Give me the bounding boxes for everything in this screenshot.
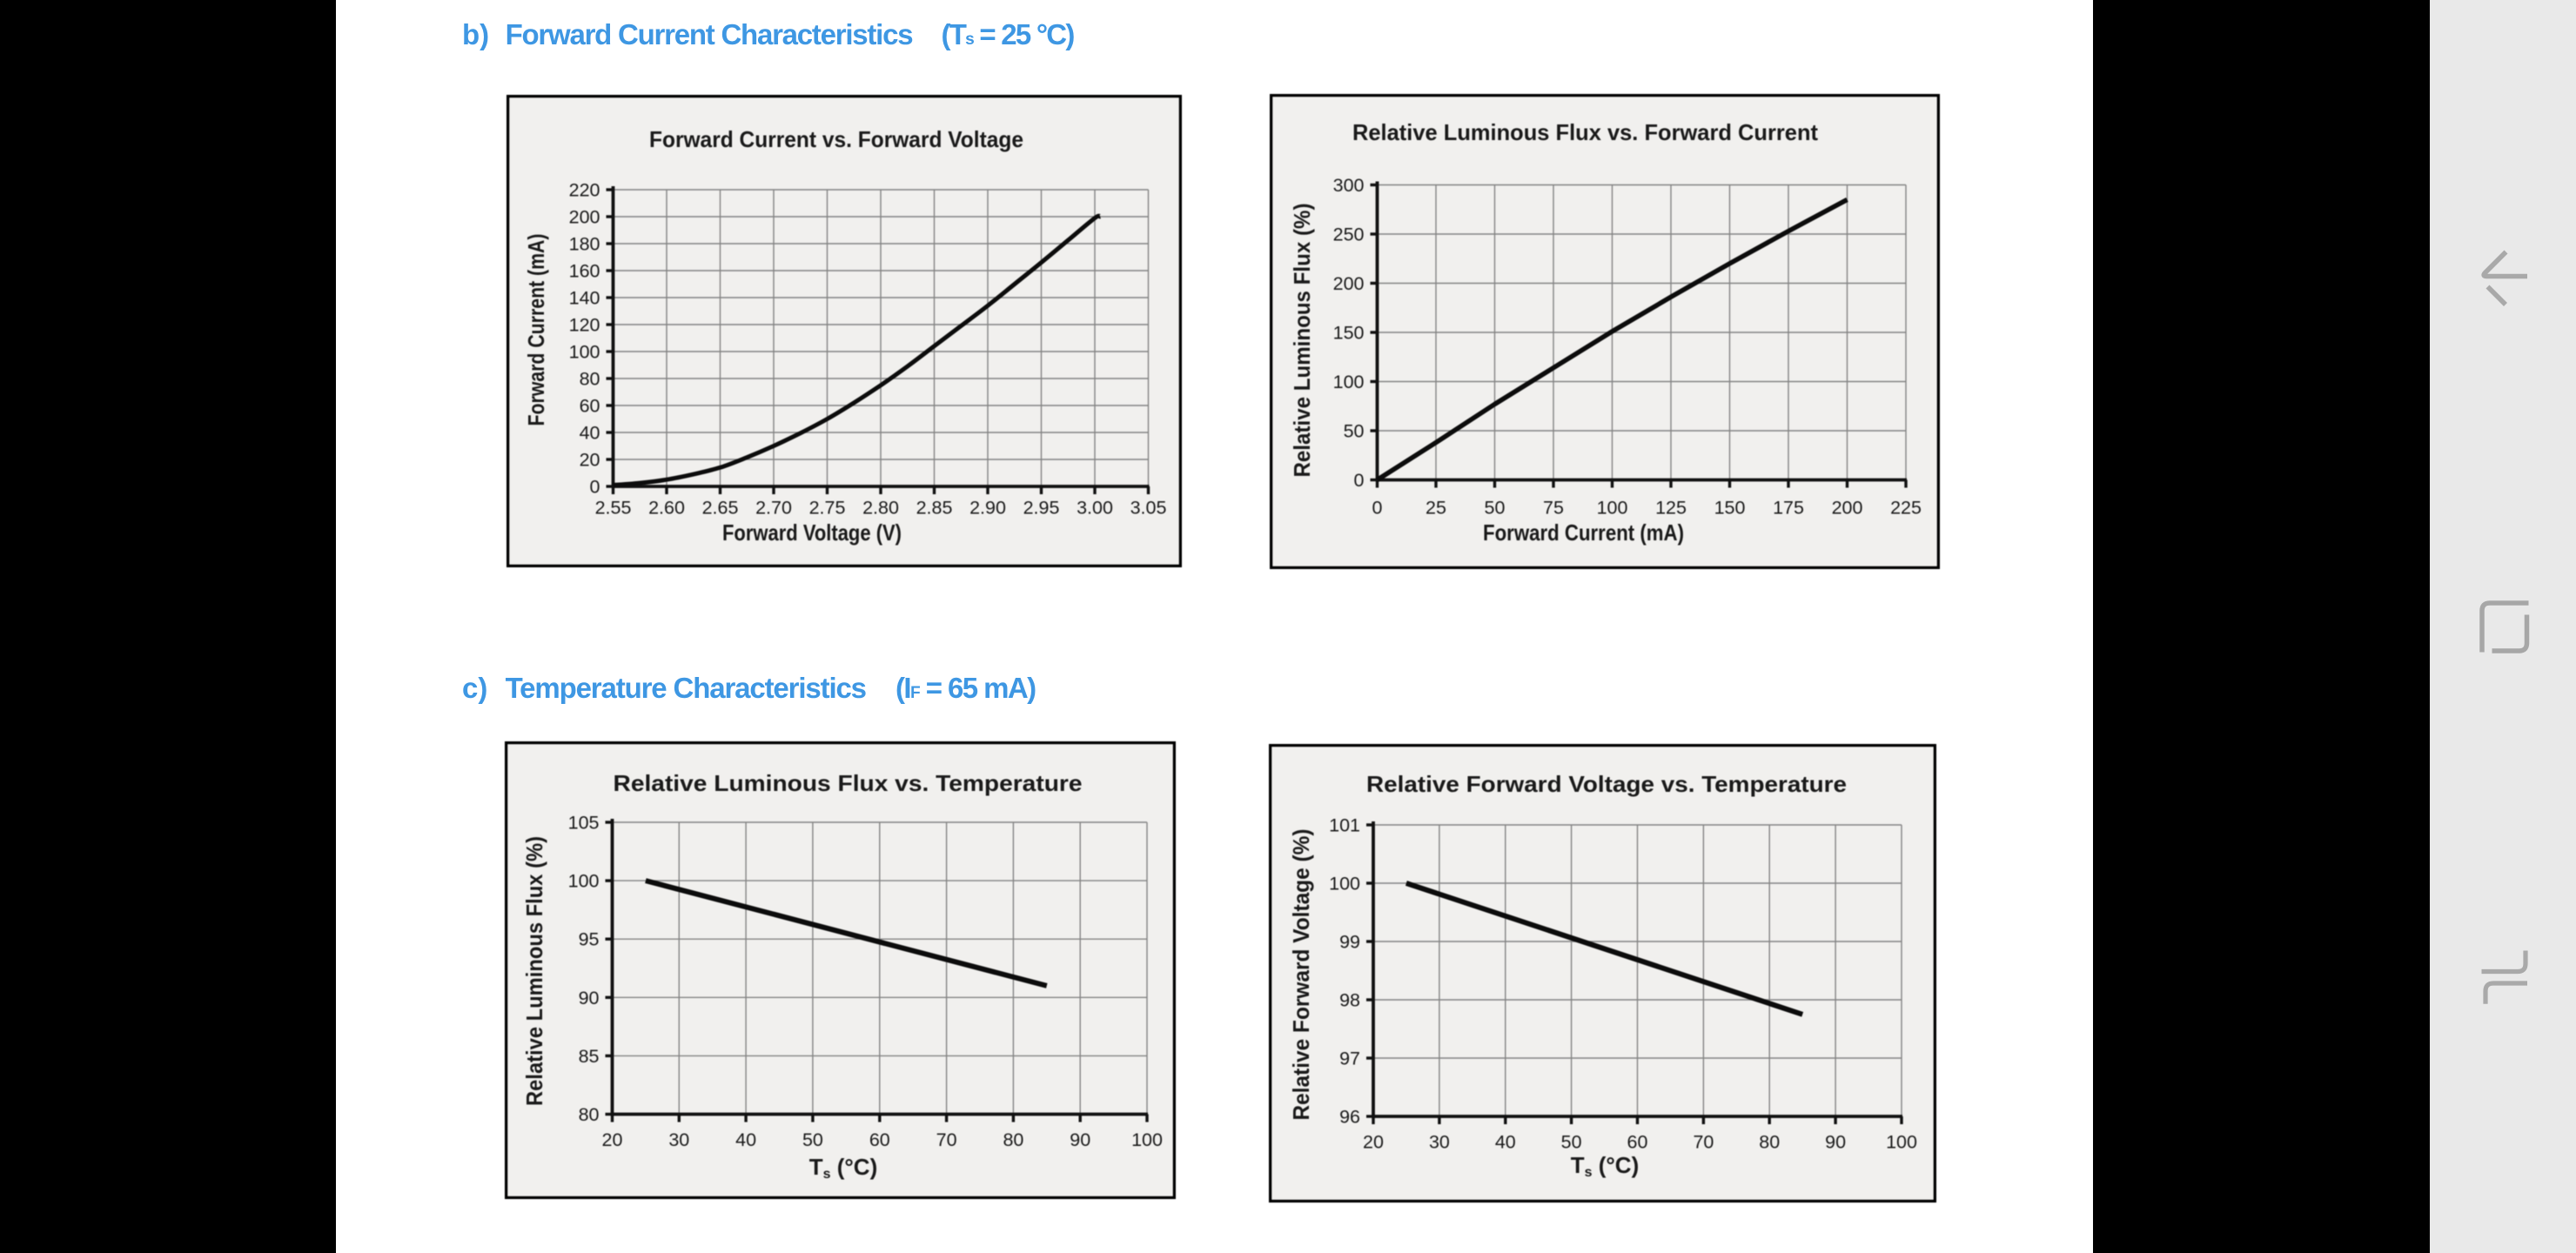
svg-text:100: 100 [568,871,600,892]
svg-text:20: 20 [1363,1132,1384,1153]
svg-text:250: 250 [1333,224,1365,245]
svg-text:100: 100 [569,342,600,363]
svg-text:80: 80 [579,1104,600,1125]
svg-text:30: 30 [1429,1132,1450,1153]
svg-text:Ts (°C): Ts (°C) [1571,1152,1640,1180]
svg-text:Relative Forward Voltage vs. T: Relative Forward Voltage vs. Temperature [1366,771,1847,797]
svg-text:Forward Voltage (V): Forward Voltage (V) [722,519,902,546]
svg-text:2.80: 2.80 [862,498,899,519]
svg-text:125: 125 [1655,498,1687,519]
svg-text:3.05: 3.05 [1130,498,1167,519]
svg-text:95: 95 [579,929,600,950]
svg-text:Relative Luminous Flux (%): Relative Luminous Flux (%) [521,836,547,1106]
svg-text:2.95: 2.95 [1023,498,1060,519]
svg-text:140: 140 [569,288,600,309]
svg-text:70: 70 [936,1129,957,1150]
svg-text:175: 175 [1773,498,1804,519]
svg-text:180: 180 [569,234,600,255]
svg-text:Relative Forward Voltage (%): Relative Forward Voltage (%) [1288,829,1314,1121]
svg-text:80: 80 [580,369,600,390]
svg-text:Forward Current (mA): Forward Current (mA) [1483,519,1684,546]
svg-text:20: 20 [580,450,600,471]
svg-text:90: 90 [1070,1129,1090,1150]
svg-text:Forward Current vs. Forward Vo: Forward Current vs. Forward Voltage [649,126,1023,152]
svg-text:0: 0 [1372,498,1383,519]
svg-text:75: 75 [1543,498,1564,519]
svg-text:40: 40 [580,423,600,444]
svg-text:60: 60 [869,1129,890,1150]
svg-text:2.70: 2.70 [755,498,792,519]
svg-text:50: 50 [802,1129,823,1150]
svg-text:200: 200 [1333,273,1365,294]
svg-text:25: 25 [1426,498,1446,519]
svg-text:2.90: 2.90 [969,498,1006,519]
svg-text:120: 120 [569,315,600,336]
svg-text:30: 30 [668,1129,689,1150]
svg-text:50: 50 [1344,421,1365,442]
svg-text:220: 220 [569,180,600,201]
svg-text:80: 80 [1003,1129,1023,1150]
svg-text:90: 90 [1825,1132,1846,1153]
svg-text:99: 99 [1339,932,1360,953]
svg-text:0: 0 [1354,470,1365,491]
svg-text:Relative Luminous Flux vs. Tem: Relative Luminous Flux vs. Temperature [614,770,1083,796]
svg-text:200: 200 [1832,498,1863,519]
svg-text:40: 40 [1495,1132,1516,1153]
svg-text:70: 70 [1693,1132,1714,1153]
svg-text:100: 100 [1329,874,1360,895]
svg-text:101: 101 [1329,815,1360,836]
svg-text:50: 50 [1561,1132,1582,1153]
svg-text:98: 98 [1339,990,1360,1011]
svg-text:3.00: 3.00 [1077,498,1113,519]
svg-text:100: 100 [1597,498,1628,519]
svg-text:60: 60 [580,396,600,417]
svg-text:160: 160 [569,261,600,282]
svg-text:Ts (°C): Ts (°C) [809,1154,878,1182]
svg-text:100: 100 [1333,372,1365,392]
svg-text:2.65: 2.65 [702,498,739,519]
svg-text:Relative Luminous Flux vs. For: Relative Luminous Flux vs. Forward Curre… [1352,119,1818,145]
svg-text:2.75: 2.75 [809,498,846,519]
svg-text:200: 200 [569,207,600,228]
svg-text:105: 105 [568,813,600,834]
svg-text:0: 0 [590,477,600,498]
svg-text:20: 20 [602,1129,623,1150]
svg-text:100: 100 [1886,1132,1917,1153]
svg-text:150: 150 [1333,323,1365,344]
svg-text:Forward Current (mA): Forward Current (mA) [523,234,549,426]
svg-text:300: 300 [1333,175,1365,196]
svg-text:Relative Luminous Flux (%): Relative Luminous Flux (%) [1289,204,1315,478]
svg-text:50: 50 [1485,498,1506,519]
svg-text:225: 225 [1890,498,1922,519]
svg-text:150: 150 [1714,498,1746,519]
svg-text:60: 60 [1627,1132,1648,1153]
svg-text:90: 90 [579,988,600,1008]
svg-text:85: 85 [579,1046,600,1067]
svg-text:96: 96 [1339,1107,1360,1128]
svg-text:40: 40 [735,1129,756,1150]
svg-text:97: 97 [1339,1049,1360,1069]
svg-text:2.85: 2.85 [916,498,953,519]
svg-text:100: 100 [1131,1129,1163,1150]
svg-text:2.60: 2.60 [648,498,685,519]
svg-text:2.55: 2.55 [595,498,632,519]
svg-text:80: 80 [1759,1132,1780,1153]
